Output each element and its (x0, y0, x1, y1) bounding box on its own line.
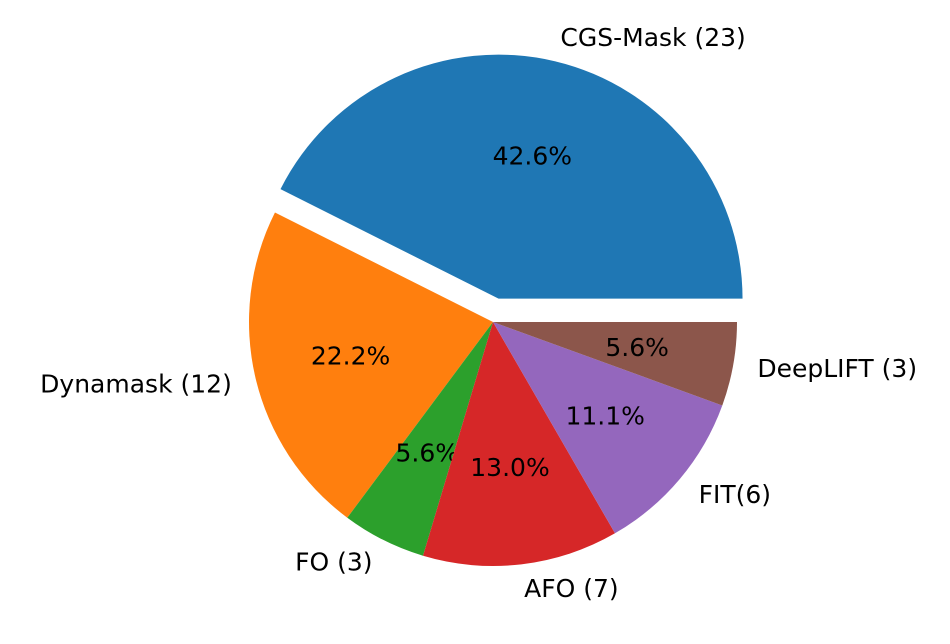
pie-slice-1 (249, 212, 493, 518)
pie-slice-3 (423, 322, 615, 566)
slice-category-label-1: Dynamask (12) (40, 369, 232, 398)
slice-percent-label-0: 42.6% (493, 142, 572, 171)
slice-percent-label-1: 22.2% (311, 341, 390, 370)
pie-slice-2 (347, 322, 493, 556)
slice-category-label-3: AFO (7) (524, 574, 619, 603)
slice-percent-label-2: 5.6% (396, 438, 460, 467)
slice-percent-label-5: 5.6% (605, 333, 669, 362)
pie-slice-0 (280, 54, 743, 299)
slice-category-label-5: DeepLIFT (3) (757, 354, 917, 383)
pie-slice-5 (493, 322, 737, 406)
slice-category-label-2: FO (3) (295, 547, 372, 576)
slice-percent-label-4: 11.1% (565, 402, 644, 431)
slice-category-label-0: CGS-Mask (23) (560, 23, 745, 52)
pie-slice-4 (493, 322, 723, 534)
slice-percent-label-3: 13.0% (470, 453, 549, 482)
slice-category-label-4: FIT(6) (699, 480, 771, 509)
